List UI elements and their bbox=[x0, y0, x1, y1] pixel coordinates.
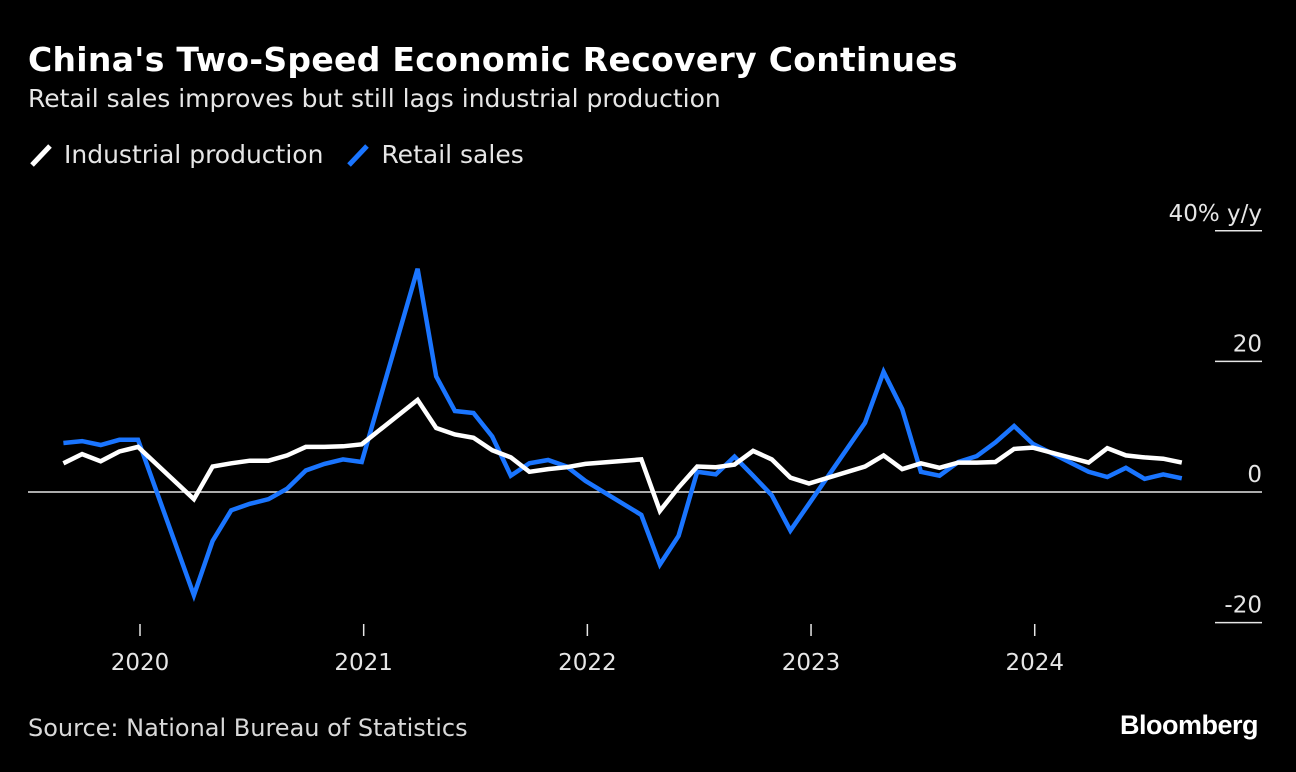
x-tick-label: 2020 bbox=[111, 650, 170, 676]
legend-item-retail-sales: Retail sales bbox=[345, 140, 524, 169]
source-note: Source: National Bureau of Statistics bbox=[28, 714, 468, 742]
bloomberg-logo: Bloomberg bbox=[1119, 710, 1259, 740]
legend: Industrial production Retail sales bbox=[28, 140, 546, 169]
chart-subtitle: Retail sales improves but still lags ind… bbox=[28, 84, 721, 113]
y-tick-label: 0 bbox=[1247, 462, 1262, 488]
series-line-retail-sales bbox=[63, 268, 1183, 602]
series-line-industrial-production bbox=[62, 396, 1183, 516]
x-tick-label: 2022 bbox=[558, 650, 617, 676]
legend-swatch-icon bbox=[347, 143, 370, 167]
legend-label: Retail sales bbox=[381, 140, 524, 169]
legend-label: Industrial production bbox=[64, 140, 324, 169]
y-tick-label: 40% y/y bbox=[1169, 201, 1262, 227]
x-tick-label: 2024 bbox=[1005, 650, 1064, 676]
legend-swatch-icon bbox=[30, 143, 52, 167]
chart-title: China's Two-Speed Economic Recovery Cont… bbox=[28, 40, 958, 79]
y-tick-label: -20 bbox=[1224, 593, 1262, 619]
y-tick-label: 20 bbox=[1233, 331, 1262, 357]
legend-item-industrial-production: Industrial production bbox=[28, 140, 323, 169]
x-tick-label: 2021 bbox=[334, 650, 393, 676]
x-tick-label: 2023 bbox=[782, 650, 841, 676]
